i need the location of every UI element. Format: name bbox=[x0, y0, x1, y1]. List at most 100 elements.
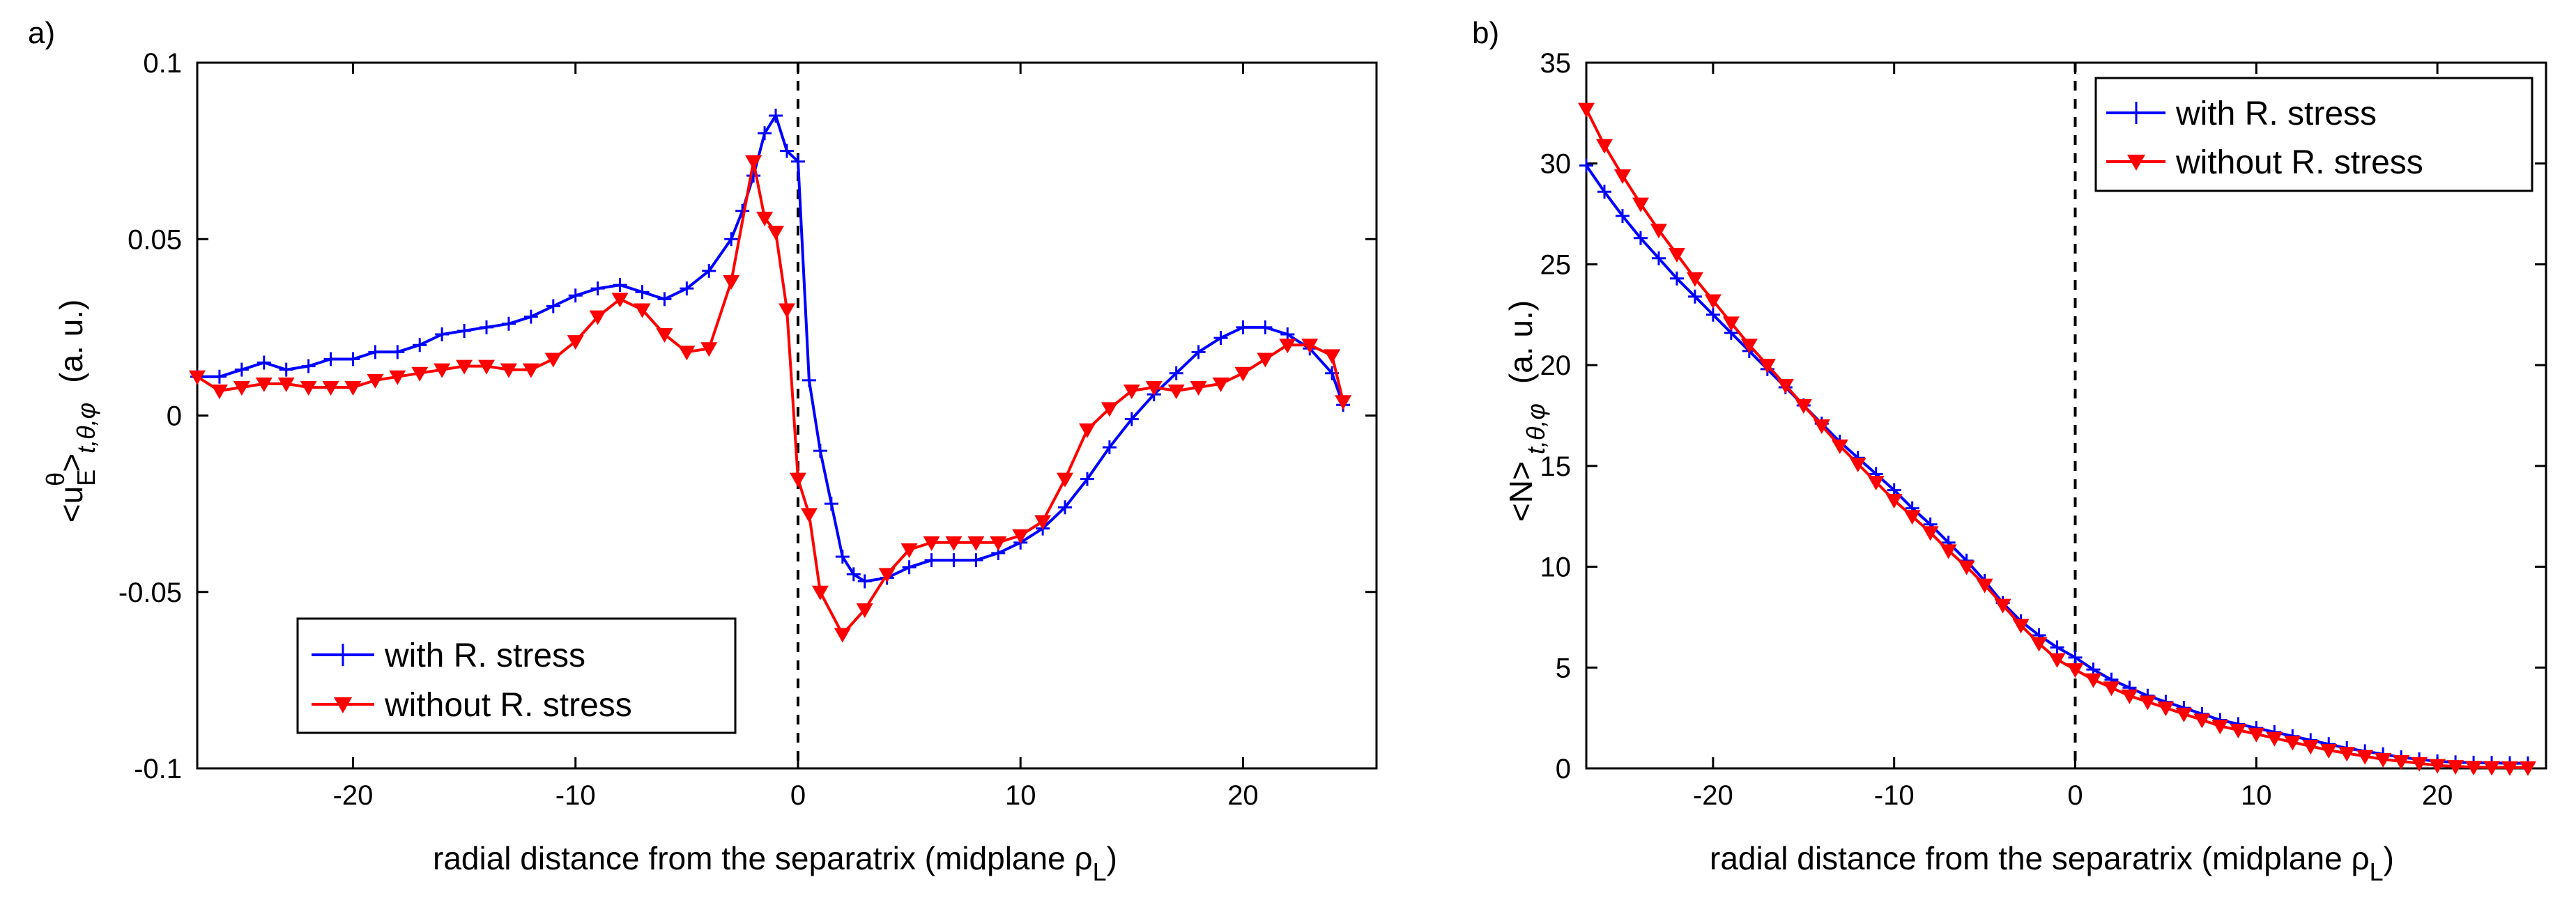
panel-b-series-line-without-r-stress bbox=[1585, 108, 2528, 769]
panel-a-point-without-r-stress bbox=[1234, 366, 1252, 382]
panel-a-series-line-with-r-stress bbox=[197, 114, 1344, 583]
panel-b-point-without-r-stress bbox=[1958, 560, 1975, 575]
panel-a-point-without-r-stress bbox=[767, 226, 785, 241]
panel-a-point-with-r-stress bbox=[969, 553, 983, 568]
panel-a-ytick-label: -0.1 bbox=[134, 754, 182, 784]
panel-b-ylabel: <N> t,θ,φ (a. u.) bbox=[1503, 300, 1550, 522]
panel-a-point-without-r-stress bbox=[945, 536, 963, 551]
panel-b-point-without-r-stress bbox=[2085, 673, 2102, 688]
panel-b-point-without-r-stress bbox=[2211, 720, 2229, 735]
panel-a-point-without-r-stress bbox=[800, 508, 818, 523]
panel-a-point-with-r-stress bbox=[234, 362, 249, 377]
panel-b-point-without-r-stress bbox=[2030, 637, 2048, 652]
panel-b-point-without-r-stress bbox=[1885, 494, 1903, 509]
panel-a-point-without-r-stress bbox=[834, 628, 851, 643]
panel-a-point-with-r-stress bbox=[279, 362, 293, 377]
panel-b-xlabel-text: radial distance from the separatrix (mid… bbox=[1710, 840, 2370, 876]
panel-a-ylabel-sub: E bbox=[72, 470, 100, 486]
panel-b-legend-label-without: without R. stress bbox=[2175, 144, 2423, 181]
panel-b-point-without-r-stress bbox=[1867, 476, 1885, 491]
panel-a-point-without-r-stress bbox=[589, 310, 606, 325]
panel-a-point-without-r-stress bbox=[1324, 349, 1341, 364]
panel-b-point-without-r-stress bbox=[1650, 224, 1667, 239]
panel-a-point-with-r-stress bbox=[1058, 500, 1073, 515]
panel-b-plot-area: -20 -10 0 10 20 0 5 10 15 20 25 30 35 bbox=[1540, 48, 2547, 811]
panel-b-point-without-r-stress bbox=[1831, 439, 1848, 454]
panel-a-point-without-r-stress bbox=[300, 380, 317, 396]
panel-a-point-without-r-stress bbox=[344, 380, 362, 396]
panel-b-xlabel: radial distance from the separatrix (mid… bbox=[1710, 840, 2394, 886]
panel-b-point-without-r-stress bbox=[2157, 701, 2175, 717]
panel-a-point-with-r-stress bbox=[1236, 320, 1250, 334]
panel-b-point-without-r-stress bbox=[2121, 689, 2138, 704]
panel-a-point-without-r-stress bbox=[233, 380, 250, 396]
panel-b-legend-box bbox=[2094, 77, 2533, 192]
panel-b-point-without-r-stress bbox=[1849, 457, 1866, 472]
panel-b-ytick-label: 25 bbox=[1540, 249, 1572, 280]
panel-a-xtick-label: 0 bbox=[790, 780, 806, 811]
panel-b-point-with-r-stress bbox=[1615, 208, 1630, 223]
panel-a-point-with-r-stress bbox=[435, 327, 450, 342]
panel-b-point-without-r-stress bbox=[1632, 197, 1649, 212]
panel-b-point-without-r-stress bbox=[2465, 761, 2483, 776]
panel-a-xtick-label: 20 bbox=[1227, 780, 1259, 811]
panel-b-point-with-r-stress bbox=[1669, 271, 1684, 286]
panel-b-legend: with R. stress without R. stress bbox=[2094, 77, 2533, 192]
panel-b-point-without-r-stress bbox=[2429, 759, 2446, 774]
panel-a-point-with-r-stress bbox=[368, 345, 383, 359]
panel-a-point-with-r-stress bbox=[1080, 472, 1094, 486]
panel-a-point-with-r-stress bbox=[1258, 320, 1273, 334]
panel-b-point-with-r-stress bbox=[1687, 289, 1702, 304]
panel-a-point-without-r-stress bbox=[1190, 380, 1207, 396]
panel-a-point-without-r-stress bbox=[1078, 423, 1096, 438]
panel-a-xtick-label: -20 bbox=[333, 780, 374, 811]
panel-a-point-without-r-stress bbox=[811, 585, 829, 600]
panel-b-point-without-r-stress bbox=[1940, 544, 1957, 559]
panel-a-point-without-r-stress bbox=[255, 377, 273, 392]
panel-a-point-with-r-stress bbox=[323, 352, 338, 366]
panel-a-ylabel-close: > bbox=[53, 454, 89, 472]
panel-a-point-without-r-stress bbox=[878, 568, 896, 583]
panel-a-ylabel-units: (a. u.) bbox=[53, 300, 89, 383]
panel-a-xtick-label: -10 bbox=[555, 780, 596, 811]
panel-b: b) <N> t,θ,φ (a. u.) -20 -10 0 10 20 0 5 10 15 20 25… bbox=[1472, 16, 2547, 886]
panel-a-point-with-r-stress bbox=[780, 144, 794, 158]
panel-a-point-without-r-stress bbox=[789, 472, 806, 488]
panel-b-label: b) bbox=[1472, 16, 1499, 50]
panel-a-ytick-label: 0.05 bbox=[128, 224, 182, 255]
panel-b-point-without-r-stress bbox=[1777, 379, 1794, 394]
panel-a-point-with-r-stress bbox=[758, 126, 772, 141]
panel-a-ytick-label: -0.05 bbox=[118, 577, 182, 608]
panel-b-point-without-r-stress bbox=[1722, 316, 1740, 332]
panel-a-point-without-r-stress bbox=[544, 352, 562, 368]
panel-a-point-with-r-stress bbox=[902, 560, 917, 575]
panel-b-xtick-label: -20 bbox=[1693, 780, 1733, 811]
panel-a-point-with-r-stress bbox=[301, 359, 316, 373]
panel-a-point-without-r-stress bbox=[1279, 339, 1296, 354]
panel-a-point-with-r-stress bbox=[501, 316, 516, 331]
panel-b-ylabel-avg: t,θ,φ bbox=[1521, 403, 1550, 454]
panel-a-point-without-r-stress bbox=[1335, 395, 1352, 410]
panel-a-point-without-r-stress bbox=[1301, 339, 1319, 354]
panel-a-point-with-r-stress bbox=[680, 281, 694, 296]
panel-b-point-without-r-stress bbox=[2375, 752, 2392, 768]
panel-a-ylabel-avg: t,θ,φ bbox=[72, 403, 100, 454]
panel-b-point-without-r-stress bbox=[1922, 526, 1939, 541]
panel-a-point-without-r-stress bbox=[500, 363, 517, 378]
panel-b-point-without-r-stress bbox=[1704, 294, 1722, 309]
panel-a-legend-box bbox=[296, 617, 737, 734]
panel-a-point-with-r-stress bbox=[480, 320, 494, 334]
panel-b-xtick-label: 20 bbox=[2422, 780, 2453, 811]
panel-a-point-without-r-stress bbox=[1212, 377, 1229, 392]
panel-b-point-with-r-stress bbox=[1705, 307, 1720, 322]
panel-a-ytick-label: 0.1 bbox=[143, 48, 182, 79]
panel-a-point-without-r-stress bbox=[189, 370, 206, 385]
panel-b-point-with-r-stress bbox=[1633, 231, 1648, 245]
panel-b-ytick-label: 15 bbox=[1540, 451, 1572, 482]
panel-b-ytick-label: 35 bbox=[1540, 48, 1572, 79]
panel-a-point-with-r-stress bbox=[346, 352, 360, 366]
panel-b-ytick-label: 0 bbox=[1556, 754, 1571, 784]
panel-a-point-with-r-stress bbox=[846, 567, 861, 582]
panel-b-point-without-r-stress bbox=[2103, 681, 2120, 697]
